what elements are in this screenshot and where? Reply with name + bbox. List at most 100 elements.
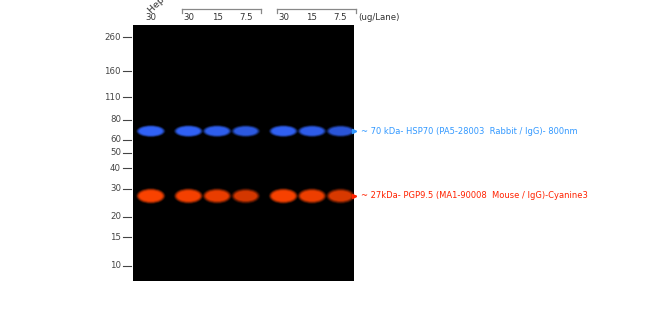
Ellipse shape — [233, 126, 259, 137]
Ellipse shape — [203, 189, 231, 203]
Ellipse shape — [272, 191, 294, 201]
Ellipse shape — [328, 189, 354, 203]
Ellipse shape — [269, 125, 298, 137]
Ellipse shape — [232, 125, 259, 137]
Ellipse shape — [137, 125, 164, 137]
Ellipse shape — [298, 125, 326, 137]
Ellipse shape — [202, 125, 232, 138]
Ellipse shape — [326, 125, 355, 137]
Ellipse shape — [272, 127, 294, 135]
Ellipse shape — [330, 191, 352, 201]
Ellipse shape — [202, 188, 232, 204]
Ellipse shape — [235, 127, 257, 135]
Text: 30: 30 — [183, 13, 194, 22]
Ellipse shape — [231, 125, 261, 138]
Ellipse shape — [299, 126, 325, 137]
Ellipse shape — [235, 128, 256, 135]
Text: 160: 160 — [105, 66, 121, 76]
Ellipse shape — [329, 127, 352, 136]
Ellipse shape — [140, 127, 162, 135]
Text: 110: 110 — [105, 93, 121, 102]
Ellipse shape — [204, 189, 230, 203]
Ellipse shape — [139, 127, 162, 136]
Bar — [133, 25, 354, 281]
Text: 60: 60 — [110, 136, 121, 144]
Ellipse shape — [330, 191, 352, 201]
Ellipse shape — [175, 125, 202, 137]
Ellipse shape — [329, 190, 352, 202]
Ellipse shape — [297, 125, 327, 138]
Ellipse shape — [268, 188, 298, 204]
Ellipse shape — [177, 191, 200, 201]
Text: Hep G2: Hep G2 — [147, 0, 178, 15]
Ellipse shape — [233, 126, 258, 136]
Text: 15: 15 — [212, 13, 222, 22]
Ellipse shape — [298, 125, 326, 137]
Text: 260: 260 — [105, 33, 121, 41]
Ellipse shape — [139, 190, 162, 202]
Ellipse shape — [272, 191, 294, 201]
Ellipse shape — [301, 128, 323, 135]
Ellipse shape — [235, 191, 256, 201]
Ellipse shape — [136, 125, 165, 137]
Ellipse shape — [177, 190, 200, 202]
Ellipse shape — [299, 189, 325, 203]
Text: 40: 40 — [110, 164, 121, 173]
Ellipse shape — [326, 188, 355, 204]
Ellipse shape — [234, 127, 257, 136]
Text: 20: 20 — [110, 213, 121, 221]
Ellipse shape — [203, 125, 231, 137]
Ellipse shape — [231, 125, 260, 137]
Text: 7.5: 7.5 — [334, 13, 347, 22]
Ellipse shape — [270, 189, 296, 203]
Ellipse shape — [205, 190, 229, 202]
Ellipse shape — [203, 125, 231, 137]
Ellipse shape — [301, 127, 323, 135]
Ellipse shape — [177, 127, 200, 135]
Ellipse shape — [178, 128, 199, 135]
Ellipse shape — [206, 191, 228, 201]
Ellipse shape — [136, 188, 166, 204]
Ellipse shape — [137, 189, 164, 203]
Ellipse shape — [176, 126, 202, 137]
Ellipse shape — [177, 127, 200, 136]
Ellipse shape — [138, 126, 164, 137]
Ellipse shape — [301, 191, 323, 201]
Text: 80: 80 — [110, 115, 121, 124]
Ellipse shape — [140, 191, 162, 201]
Ellipse shape — [206, 127, 228, 135]
Ellipse shape — [298, 189, 326, 203]
Ellipse shape — [327, 189, 354, 203]
Ellipse shape — [327, 125, 354, 137]
Text: 30: 30 — [278, 13, 289, 22]
Ellipse shape — [298, 188, 326, 204]
Ellipse shape — [328, 190, 353, 202]
Ellipse shape — [176, 189, 202, 203]
Ellipse shape — [174, 188, 203, 204]
Ellipse shape — [140, 191, 161, 201]
Ellipse shape — [271, 190, 296, 202]
Ellipse shape — [175, 189, 202, 203]
Ellipse shape — [174, 125, 203, 138]
Ellipse shape — [232, 189, 259, 203]
Text: ~ 27kDa- PGP9.5 (MA1-90008  Mouse / IgG)-Cyanine3: ~ 27kDa- PGP9.5 (MA1-90008 Mouse / IgG)-… — [361, 191, 588, 200]
Ellipse shape — [205, 127, 229, 136]
Ellipse shape — [235, 191, 257, 201]
Ellipse shape — [330, 127, 352, 135]
Ellipse shape — [270, 126, 296, 137]
Ellipse shape — [269, 188, 298, 204]
Text: 15: 15 — [110, 233, 121, 242]
Ellipse shape — [176, 126, 201, 136]
Text: 30: 30 — [146, 13, 156, 22]
Ellipse shape — [140, 128, 161, 135]
Ellipse shape — [136, 188, 165, 204]
Ellipse shape — [233, 190, 258, 202]
Ellipse shape — [300, 190, 324, 202]
Ellipse shape — [204, 126, 230, 137]
Ellipse shape — [328, 126, 354, 137]
Text: ~ 70 kDa- HSP70 (PA5-28003  Rabbit / IgG)- 800nm: ~ 70 kDa- HSP70 (PA5-28003 Rabbit / IgG)… — [361, 127, 577, 136]
Ellipse shape — [231, 188, 260, 204]
Ellipse shape — [268, 125, 298, 138]
Ellipse shape — [270, 189, 297, 203]
Text: 15: 15 — [307, 13, 317, 22]
